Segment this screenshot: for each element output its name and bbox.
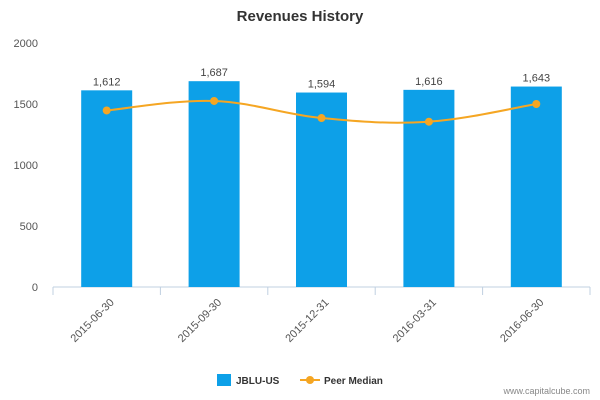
x-tick-label: 2016-06-30 <box>498 297 546 345</box>
bar-data-label: 1,612 <box>93 76 121 88</box>
y-tick-label: 500 <box>20 221 38 233</box>
legend-swatch-jblu <box>217 374 231 386</box>
legend-marker-peer <box>306 376 314 384</box>
legend-label-jblu: JBLU-US <box>236 376 280 387</box>
bar-data-label: 1,594 <box>308 79 336 91</box>
peer-median-point <box>102 106 111 115</box>
x-tick-label: 2016-03-31 <box>391 297 439 345</box>
y-tick-label: 0 <box>32 282 38 294</box>
bar <box>81 90 133 287</box>
y-tick-label: 2000 <box>14 38 38 50</box>
bar <box>510 86 562 287</box>
legend: JBLU-US Peer Median <box>217 374 383 387</box>
legend-label-peer: Peer Median <box>324 376 383 387</box>
y-axis: 0 500 1000 1500 2000 <box>14 38 38 294</box>
bar <box>296 92 347 287</box>
x-tick-label: 2015-06-30 <box>69 297 117 345</box>
peer-median-point <box>424 117 433 126</box>
x-tick-label: 2015-09-30 <box>176 297 224 345</box>
bar <box>188 81 240 287</box>
bar-series <box>81 81 562 288</box>
line-series <box>102 96 541 126</box>
chart-title: Revenues History <box>237 8 364 25</box>
y-tick-label: 1000 <box>14 160 38 172</box>
peer-median-point <box>317 114 326 123</box>
y-tick-label: 1500 <box>14 99 38 111</box>
x-tick-label: 2015-12-31 <box>283 297 331 345</box>
bar-data-labels: 1,612 1,687 1,594 1,616 1,643 <box>93 67 550 90</box>
watermark: www.capitalcube.com <box>502 386 590 396</box>
peer-median-point <box>532 100 541 108</box>
peer-median-point <box>210 96 219 105</box>
bar-data-label: 1,687 <box>200 67 228 79</box>
bar-data-label: 1,616 <box>415 76 443 88</box>
x-axis: 2015-06-30 2015-09-30 2015-12-31 2016-03-31… <box>52 286 591 345</box>
bar-data-label: 1,643 <box>523 73 551 85</box>
